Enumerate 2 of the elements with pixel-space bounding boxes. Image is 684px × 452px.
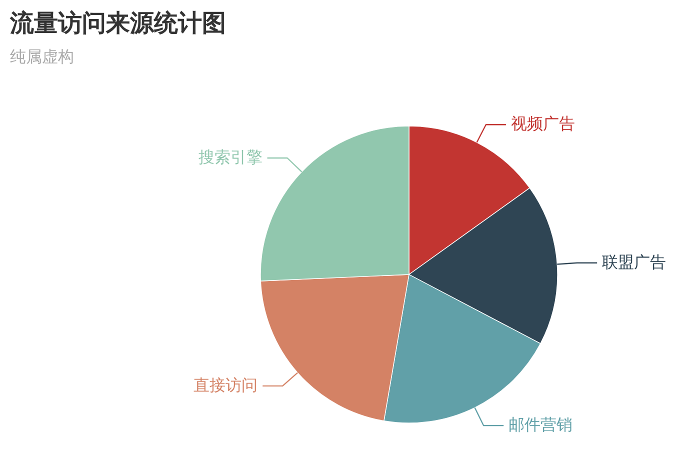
title: 流量访问来源统计图	[10, 10, 226, 37]
subtitle: 纯属虚构	[10, 49, 74, 66]
